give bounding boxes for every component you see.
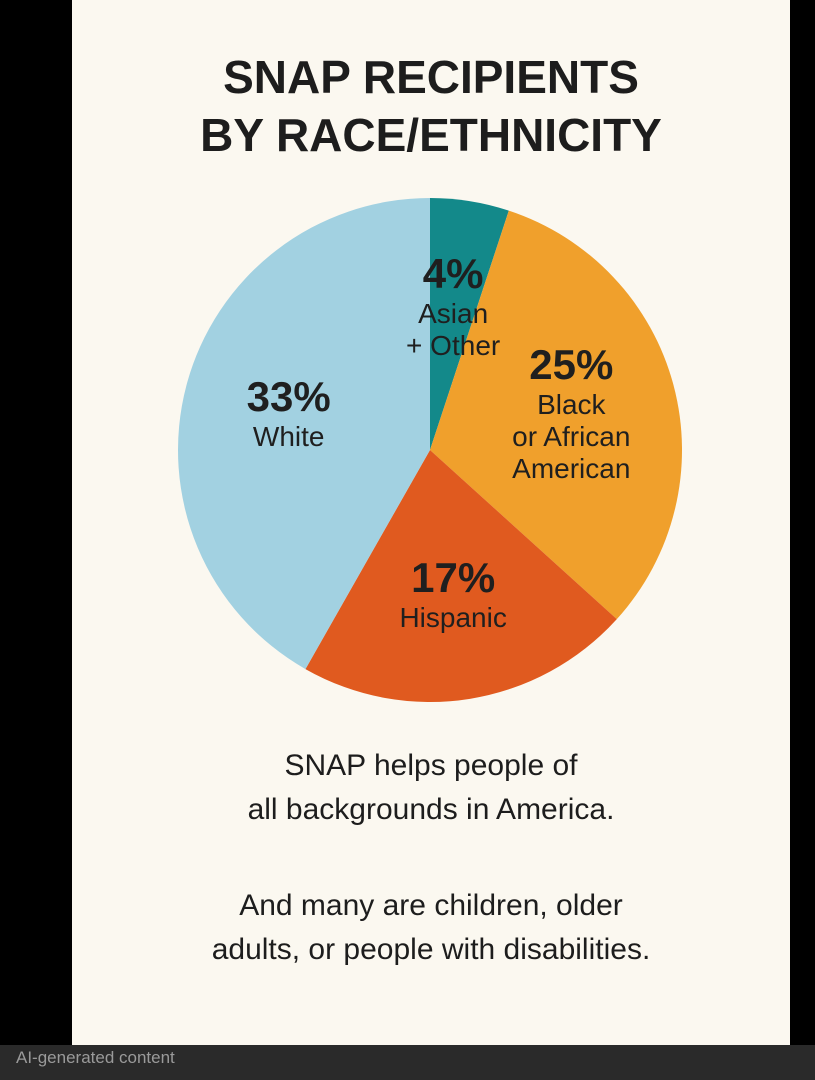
- ai-notice: AI-generated content: [16, 1048, 175, 1067]
- pie-chart: [177, 198, 683, 703]
- category-label: White: [252, 420, 325, 452]
- footer-bar: [0, 1045, 815, 1080]
- slice-label: 25% Black or African American: [512, 341, 630, 485]
- pie-slice: [305, 450, 617, 703]
- category-label: Asian + Other: [406, 297, 501, 361]
- pie-slice: [430, 210, 683, 620]
- note: SNAP helps people of all backgrounds in …: [247, 749, 615, 826]
- note: And many are children, older adults, or …: [211, 889, 651, 966]
- pie-slice: [177, 198, 430, 670]
- slice-label: 4% Asian + Other: [406, 250, 500, 362]
- slice-label: 33% White: [247, 373, 331, 453]
- value-label: 4%: [422, 249, 484, 297]
- category-label: Hispanic: [399, 602, 507, 634]
- value-label: 25%: [529, 340, 614, 388]
- value-label: 17%: [411, 554, 496, 602]
- value-label: 33%: [246, 372, 331, 420]
- chart-title: SNAP RECIPIENTS BY RACE/ETHNICITY: [200, 51, 662, 161]
- category-label: Black or African American: [512, 388, 631, 484]
- pie-slice: [430, 198, 509, 450]
- slice-label: 17% Hispanic: [399, 554, 506, 634]
